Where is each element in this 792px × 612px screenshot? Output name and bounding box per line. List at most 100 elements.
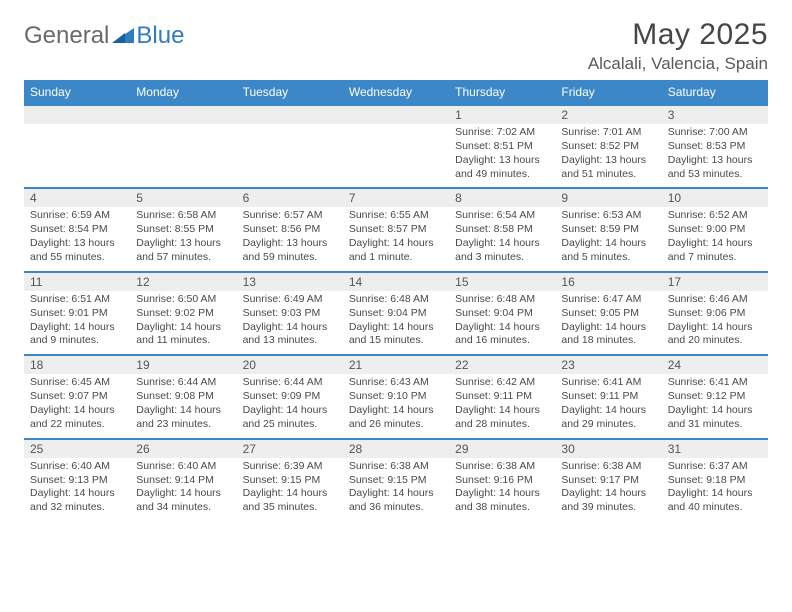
sunrise-line: Sunrise: 6:44 AM xyxy=(136,376,230,390)
sunrise-line: Sunrise: 6:51 AM xyxy=(30,293,124,307)
body-strip: Sunrise: 6:40 AMSunset: 9:13 PMDaylight:… xyxy=(24,458,768,521)
week: 18192021222324Sunrise: 6:45 AMSunset: 9:… xyxy=(24,354,768,437)
body-strip: Sunrise: 7:02 AMSunset: 8:51 PMDaylight:… xyxy=(24,124,768,187)
daynum-strip: 11121314151617 xyxy=(24,273,768,291)
day-cell: Sunrise: 6:44 AMSunset: 9:08 PMDaylight:… xyxy=(130,374,236,437)
day-cell: Sunrise: 6:50 AMSunset: 9:02 PMDaylight:… xyxy=(130,291,236,354)
brand-text-left: General xyxy=(24,22,109,50)
daylight-line: Daylight: 14 hours and 15 minutes. xyxy=(349,321,443,349)
sunrise-line: Sunrise: 6:49 AM xyxy=(243,293,337,307)
day-number: 19 xyxy=(130,356,236,374)
day-cell: Sunrise: 6:58 AMSunset: 8:55 PMDaylight:… xyxy=(130,207,236,270)
brand-triangle-icon xyxy=(112,22,134,50)
sunrise-line: Sunrise: 6:38 AM xyxy=(455,460,549,474)
sunrise-line: Sunrise: 6:59 AM xyxy=(30,209,124,223)
sunset-line: Sunset: 9:02 PM xyxy=(136,307,230,321)
daynum-strip: 45678910 xyxy=(24,189,768,207)
sunrise-line: Sunrise: 7:02 AM xyxy=(455,126,549,140)
day-cell: Sunrise: 7:00 AMSunset: 8:53 PMDaylight:… xyxy=(662,124,768,187)
day-number: 16 xyxy=(555,273,661,291)
sunrise-line: Sunrise: 6:42 AM xyxy=(455,376,549,390)
day-cell: Sunrise: 6:38 AMSunset: 9:17 PMDaylight:… xyxy=(555,458,661,521)
day-cell: Sunrise: 7:01 AMSunset: 8:52 PMDaylight:… xyxy=(555,124,661,187)
daylight-line: Daylight: 14 hours and 5 minutes. xyxy=(561,237,655,265)
day-number: 27 xyxy=(237,440,343,458)
day-cell: Sunrise: 6:49 AMSunset: 9:03 PMDaylight:… xyxy=(237,291,343,354)
dow-label: Tuesday xyxy=(237,80,343,104)
title-block: May 2025 Alcalali, Valencia, Spain xyxy=(588,18,768,74)
dow-label: Wednesday xyxy=(343,80,449,104)
day-cell: Sunrise: 6:55 AMSunset: 8:57 PMDaylight:… xyxy=(343,207,449,270)
dow-row: SundayMondayTuesdayWednesdayThursdayFrid… xyxy=(24,80,768,104)
daylight-line: Daylight: 14 hours and 32 minutes. xyxy=(30,487,124,515)
sunrise-line: Sunrise: 6:41 AM xyxy=(561,376,655,390)
sunset-line: Sunset: 9:10 PM xyxy=(349,390,443,404)
daylight-line: Daylight: 13 hours and 57 minutes. xyxy=(136,237,230,265)
daylight-line: Daylight: 14 hours and 7 minutes. xyxy=(668,237,762,265)
sunset-line: Sunset: 9:00 PM xyxy=(668,223,762,237)
sunrise-line: Sunrise: 7:00 AM xyxy=(668,126,762,140)
sunset-line: Sunset: 9:12 PM xyxy=(668,390,762,404)
daylight-line: Daylight: 13 hours and 53 minutes. xyxy=(668,154,762,182)
sunset-line: Sunset: 9:05 PM xyxy=(561,307,655,321)
sunrise-line: Sunrise: 6:50 AM xyxy=(136,293,230,307)
daylight-line: Daylight: 14 hours and 29 minutes. xyxy=(561,404,655,432)
sunrise-line: Sunrise: 6:52 AM xyxy=(668,209,762,223)
dow-label: Monday xyxy=(130,80,236,104)
daylight-line: Daylight: 13 hours and 49 minutes. xyxy=(455,154,549,182)
sunrise-line: Sunrise: 6:57 AM xyxy=(243,209,337,223)
sunset-line: Sunset: 9:11 PM xyxy=(455,390,549,404)
sunrise-line: Sunrise: 6:39 AM xyxy=(243,460,337,474)
day-number: 5 xyxy=(130,189,236,207)
daylight-line: Daylight: 14 hours and 40 minutes. xyxy=(668,487,762,515)
daylight-line: Daylight: 14 hours and 18 minutes. xyxy=(561,321,655,349)
sunrise-line: Sunrise: 6:47 AM xyxy=(561,293,655,307)
daylight-line: Daylight: 14 hours and 31 minutes. xyxy=(668,404,762,432)
day-number: 11 xyxy=(24,273,130,291)
sunrise-line: Sunrise: 6:38 AM xyxy=(349,460,443,474)
dow-label: Thursday xyxy=(449,80,555,104)
sunrise-line: Sunrise: 7:01 AM xyxy=(561,126,655,140)
sunset-line: Sunset: 9:17 PM xyxy=(561,474,655,488)
day-cell xyxy=(343,124,449,187)
day-cell: Sunrise: 6:53 AMSunset: 8:59 PMDaylight:… xyxy=(555,207,661,270)
sunset-line: Sunset: 8:51 PM xyxy=(455,140,549,154)
day-number: 21 xyxy=(343,356,449,374)
sunrise-line: Sunrise: 6:48 AM xyxy=(455,293,549,307)
day-number: 17 xyxy=(662,273,768,291)
sunrise-line: Sunrise: 6:54 AM xyxy=(455,209,549,223)
sunset-line: Sunset: 9:15 PM xyxy=(243,474,337,488)
day-number: 9 xyxy=(555,189,661,207)
sunset-line: Sunset: 9:18 PM xyxy=(668,474,762,488)
daynum-strip: 18192021222324 xyxy=(24,356,768,374)
daylight-line: Daylight: 14 hours and 9 minutes. xyxy=(30,321,124,349)
day-number: 6 xyxy=(237,189,343,207)
day-number: 14 xyxy=(343,273,449,291)
sunrise-line: Sunrise: 6:48 AM xyxy=(349,293,443,307)
day-cell: Sunrise: 6:43 AMSunset: 9:10 PMDaylight:… xyxy=(343,374,449,437)
day-number: 20 xyxy=(237,356,343,374)
day-cell: Sunrise: 6:41 AMSunset: 9:11 PMDaylight:… xyxy=(555,374,661,437)
sunset-line: Sunset: 8:57 PM xyxy=(349,223,443,237)
day-cell: Sunrise: 6:45 AMSunset: 9:07 PMDaylight:… xyxy=(24,374,130,437)
daylight-line: Daylight: 14 hours and 38 minutes. xyxy=(455,487,549,515)
sunset-line: Sunset: 9:07 PM xyxy=(30,390,124,404)
daylight-line: Daylight: 14 hours and 25 minutes. xyxy=(243,404,337,432)
sunset-line: Sunset: 9:06 PM xyxy=(668,307,762,321)
day-number: 2 xyxy=(555,106,661,124)
sunrise-line: Sunrise: 6:53 AM xyxy=(561,209,655,223)
day-cell: Sunrise: 6:52 AMSunset: 9:00 PMDaylight:… xyxy=(662,207,768,270)
sunset-line: Sunset: 9:04 PM xyxy=(349,307,443,321)
weeks-container: 123Sunrise: 7:02 AMSunset: 8:51 PMDaylig… xyxy=(24,104,768,521)
day-number: 30 xyxy=(555,440,661,458)
day-cell: Sunrise: 6:40 AMSunset: 9:14 PMDaylight:… xyxy=(130,458,236,521)
day-cell: Sunrise: 7:02 AMSunset: 8:51 PMDaylight:… xyxy=(449,124,555,187)
day-number xyxy=(237,106,343,124)
day-cell xyxy=(24,124,130,187)
day-number: 18 xyxy=(24,356,130,374)
day-cell: Sunrise: 6:46 AMSunset: 9:06 PMDaylight:… xyxy=(662,291,768,354)
header: General Blue May 2025 Alcalali, Valencia… xyxy=(24,18,768,74)
daylight-line: Daylight: 14 hours and 39 minutes. xyxy=(561,487,655,515)
daylight-line: Daylight: 14 hours and 20 minutes. xyxy=(668,321,762,349)
day-cell: Sunrise: 6:59 AMSunset: 8:54 PMDaylight:… xyxy=(24,207,130,270)
